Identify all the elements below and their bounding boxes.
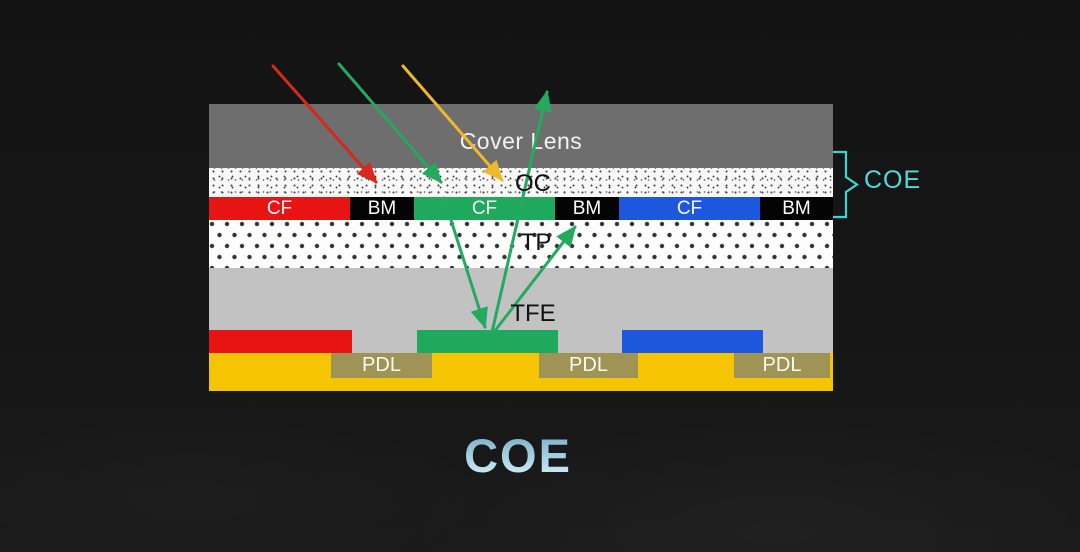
coe-title: COE [464, 429, 572, 482]
red-emitter [209, 330, 352, 353]
tp-label: TP [520, 229, 552, 256]
substrate-layer [209, 353, 833, 391]
coe-stack-diagram: Cover Lens OC CF BM CF BM CF BM TP [209, 104, 833, 391]
pdl-block: PDL [331, 353, 432, 378]
coe-brace-shape [833, 150, 859, 219]
oc-label: OC [515, 170, 551, 197]
pdl-label: PDL [762, 354, 802, 376]
bm-segment: BM [350, 197, 414, 220]
pdl-block: PDL [734, 353, 830, 378]
bm-label: BM [367, 197, 397, 219]
tfe-label: TFE [510, 300, 556, 327]
blue-emitter [622, 330, 763, 353]
cf-red-label: CF [266, 197, 293, 219]
pdl-block: PDL [539, 353, 638, 378]
pdl-label: PDL [569, 354, 608, 376]
green-emitter [417, 330, 558, 353]
coe-title-text: COE [464, 429, 572, 482]
cf-red-segment: CF [209, 197, 350, 220]
bm-segment: BM [555, 197, 619, 220]
cf-bm-row: CF BM CF BM CF BM [209, 197, 833, 220]
cf-blue-label: CF [676, 197, 703, 219]
pdl-label: PDL [362, 354, 401, 376]
bm-segment: BM [760, 197, 833, 220]
cover-lens-label: Cover Lens [459, 128, 583, 154]
cf-green-segment: CF [414, 197, 555, 220]
cf-green-label: CF [471, 197, 498, 219]
cf-blue-segment: CF [619, 197, 760, 220]
bm-label: BM [782, 197, 811, 219]
coe-bracket-label: COE [864, 166, 922, 194]
bm-label: BM [572, 197, 602, 219]
